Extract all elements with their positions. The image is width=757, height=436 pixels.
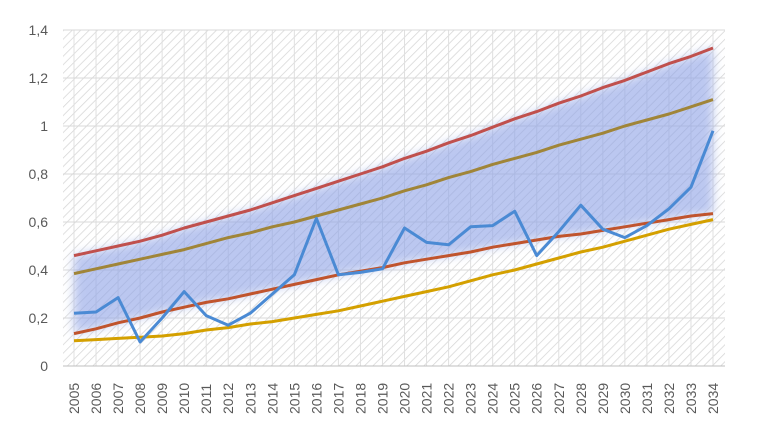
x-tick-label: 2027: [551, 383, 567, 414]
y-tick-label: 1,2: [29, 70, 49, 86]
series-gold-line: [73, 218, 714, 343]
x-tick-label: 2028: [573, 383, 589, 414]
x-tick-label: 2018: [352, 383, 368, 414]
x-tick-label: 2026: [529, 383, 545, 414]
x-tick-label: 2019: [374, 383, 390, 414]
x-tick-label: 2009: [154, 383, 170, 414]
x-tick-label: 2006: [88, 383, 104, 414]
y-tick-label: 0,6: [29, 214, 49, 230]
x-tick-label: 2034: [705, 383, 721, 414]
x-tick-label: 2010: [176, 383, 192, 414]
x-tick-label: 2025: [507, 383, 523, 414]
range-band: [74, 48, 713, 334]
y-tick-label: 0,8: [29, 166, 49, 182]
x-tick-label: 2029: [595, 383, 611, 414]
y-tick-label: 1: [40, 118, 48, 134]
x-tick-label: 2011: [198, 384, 214, 414]
x-tick-label: 2033: [683, 383, 699, 414]
x-tick-label: 2024: [485, 383, 501, 414]
x-tick-label: 2017: [330, 383, 346, 414]
series-olive-line: [73, 98, 714, 276]
x-tick-label: 2032: [661, 383, 677, 414]
x-tick-label: 2031: [639, 383, 655, 414]
x-tick-label: 2013: [242, 383, 258, 414]
x-tick-label: 2020: [397, 383, 413, 414]
x-tick-label: 2015: [286, 383, 302, 414]
x-tick-label: 2030: [617, 383, 633, 414]
series-actual-line: [73, 130, 715, 344]
series-upper-red-line: [73, 46, 714, 258]
x-tick-label: 2016: [308, 383, 324, 414]
x-tick-label: 2022: [441, 383, 457, 414]
y-tick-label: 0: [40, 358, 48, 374]
x-tick-label: 2023: [463, 383, 479, 414]
y-tick-label: 0,2: [29, 310, 49, 326]
x-tick-label: 2014: [264, 383, 280, 414]
y-tick-label: 0,4: [29, 262, 49, 278]
y-tick-label: 1,4: [29, 22, 49, 38]
x-tick-label: 2008: [132, 383, 148, 414]
x-tick-label: 2007: [110, 383, 126, 414]
x-tick-label: 2005: [66, 383, 82, 414]
x-tick-label: 2021: [419, 383, 435, 414]
x-tick-label: 2012: [220, 383, 236, 414]
